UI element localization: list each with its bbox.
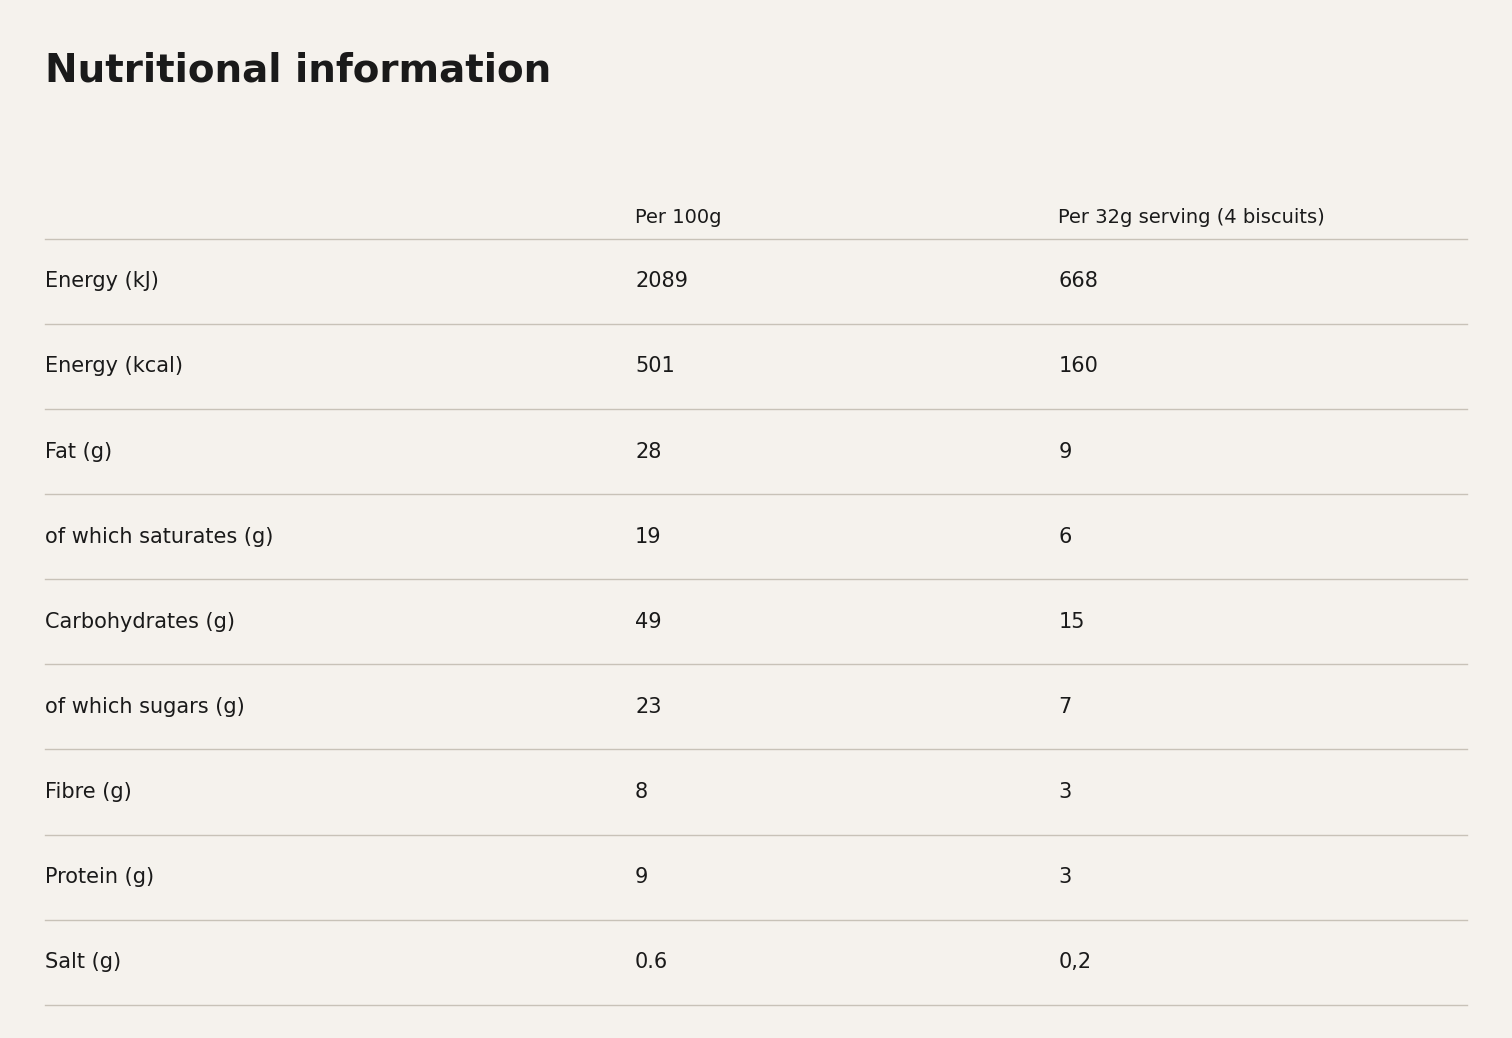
Text: Per 32g serving (4 biscuits): Per 32g serving (4 biscuits) (1058, 208, 1325, 226)
Text: 2089: 2089 (635, 271, 688, 292)
Text: Carbohydrates (g): Carbohydrates (g) (45, 611, 236, 632)
Text: 3: 3 (1058, 867, 1072, 887)
Text: Nutritional information: Nutritional information (45, 52, 552, 90)
Text: 160: 160 (1058, 356, 1098, 377)
Text: 501: 501 (635, 356, 674, 377)
Text: 15: 15 (1058, 611, 1086, 632)
Text: 7: 7 (1058, 696, 1072, 717)
Text: Salt (g): Salt (g) (45, 952, 121, 973)
Text: Protein (g): Protein (g) (45, 867, 154, 887)
Text: Fat (g): Fat (g) (45, 441, 112, 462)
Text: 6: 6 (1058, 526, 1072, 547)
Text: 9: 9 (1058, 441, 1072, 462)
Text: 19: 19 (635, 526, 662, 547)
Text: of which sugars (g): of which sugars (g) (45, 696, 245, 717)
Text: Fibre (g): Fibre (g) (45, 782, 132, 802)
Text: 0.6: 0.6 (635, 952, 668, 973)
Text: 9: 9 (635, 867, 649, 887)
Text: 0,2: 0,2 (1058, 952, 1092, 973)
Text: Per 100g: Per 100g (635, 208, 721, 226)
Text: 23: 23 (635, 696, 662, 717)
Text: 8: 8 (635, 782, 649, 802)
Text: Energy (kcal): Energy (kcal) (45, 356, 183, 377)
Text: Energy (kJ): Energy (kJ) (45, 271, 159, 292)
Text: 28: 28 (635, 441, 661, 462)
Text: of which saturates (g): of which saturates (g) (45, 526, 274, 547)
Text: 668: 668 (1058, 271, 1098, 292)
Text: 3: 3 (1058, 782, 1072, 802)
Text: 49: 49 (635, 611, 662, 632)
